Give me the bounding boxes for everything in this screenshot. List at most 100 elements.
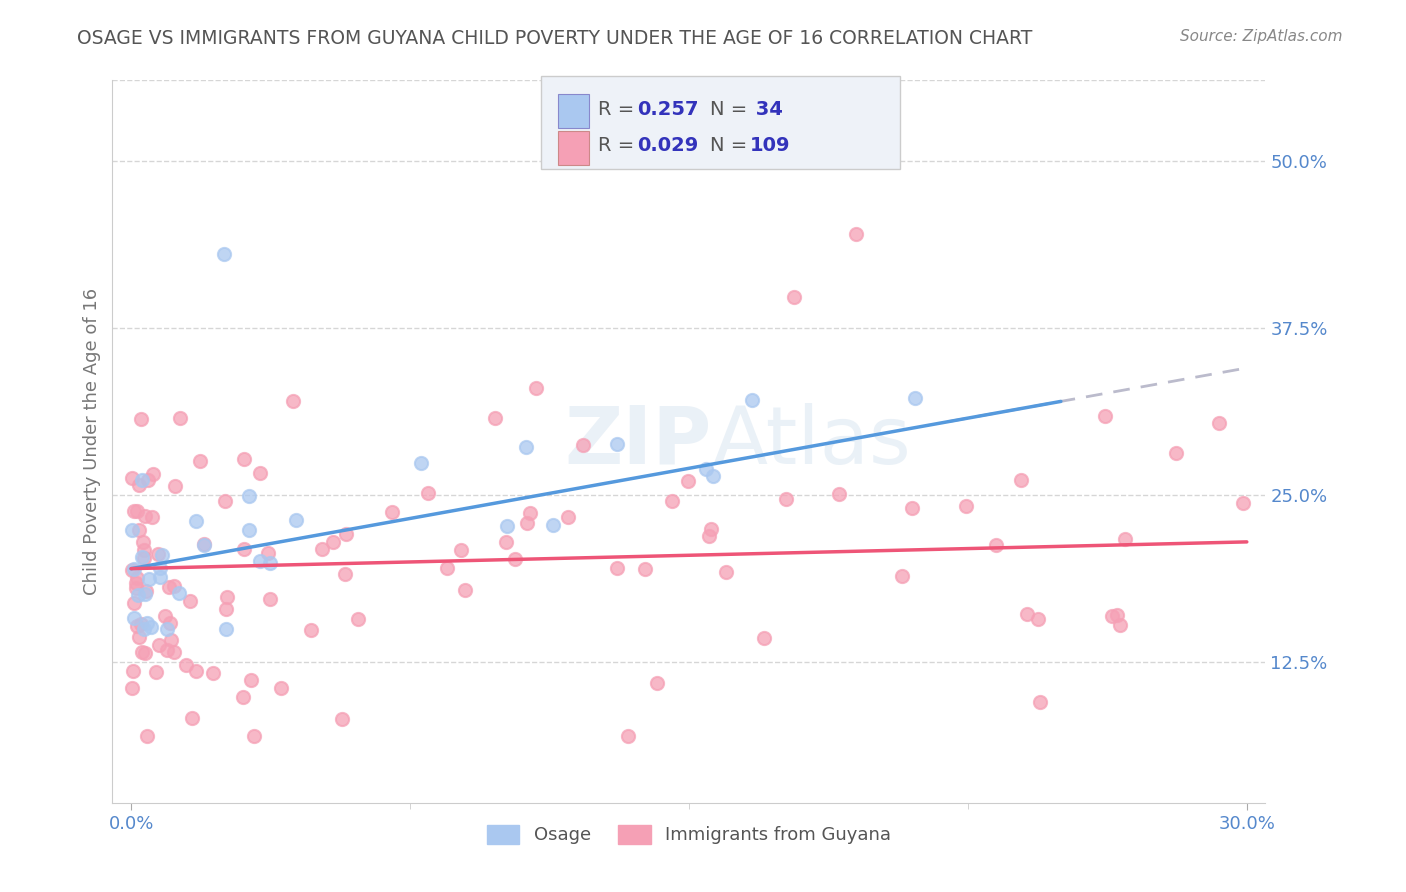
Text: Source: ZipAtlas.com: Source: ZipAtlas.com [1180,29,1343,44]
Point [156,622,179,636]
Point [335,566,357,581]
Point [180,710,202,724]
Point [238,489,260,503]
Point [700,522,723,536]
Point [311,541,333,556]
Point [184,514,207,528]
Point [138,572,160,586]
Point [519,506,541,520]
Text: ZIP: ZIP [565,402,711,481]
Text: 109: 109 [749,136,790,155]
Point [243,729,266,743]
Point [233,452,256,467]
Point [299,624,322,638]
Point [193,538,215,552]
Point [515,440,537,454]
Point [845,227,868,242]
Point [436,561,458,575]
Point [335,527,357,541]
Point [661,494,683,508]
Point [516,516,538,531]
Point [122,610,145,624]
Point [184,664,207,678]
Point [418,486,440,500]
Point [124,503,146,517]
Point [121,681,143,695]
Point [124,576,146,591]
Point [240,673,263,687]
Point [633,562,655,576]
Point [121,523,143,537]
Point [270,681,292,695]
Point [891,569,914,583]
Point [188,454,211,468]
Point [159,615,181,630]
Point [1232,496,1254,510]
Point [148,638,170,652]
Point [454,583,477,598]
Point [128,477,150,491]
Point [1017,607,1039,622]
Point [505,551,527,566]
Point [955,499,977,513]
Point [557,510,579,524]
Point [125,504,148,518]
Point [134,646,156,660]
Point [678,474,700,488]
Point [131,645,153,659]
Point [136,615,159,630]
Point [122,562,145,576]
Point [259,556,281,570]
Point [215,591,238,605]
Point [524,381,547,395]
Point [121,471,143,485]
Point [984,538,1007,552]
Point [139,620,162,634]
Text: Atlas: Atlas [711,402,911,481]
Point [697,529,720,543]
Point [904,391,927,405]
Point [1026,612,1049,626]
Point [484,411,506,425]
Point [409,456,432,470]
Point [157,581,180,595]
Point [347,612,370,626]
Point [214,493,236,508]
Point [259,592,281,607]
Point [1105,607,1128,622]
Text: N =: N = [710,100,754,120]
Point [149,561,172,575]
Point [782,290,804,304]
Point [153,609,176,624]
Point [129,617,152,632]
Text: N =: N = [710,136,754,155]
Point [134,508,156,523]
Point [212,247,235,261]
Point [1010,473,1032,487]
Y-axis label: Child Poverty Under the Age of 16: Child Poverty Under the Age of 16 [83,288,101,595]
Point [901,500,924,515]
Point [285,513,308,527]
Point [330,712,353,726]
Point [616,729,638,743]
Point [249,554,271,568]
Point [134,550,156,565]
Point [142,467,165,481]
Point [381,506,404,520]
Point [122,596,145,610]
Text: OSAGE VS IMMIGRANTS FROM GUYANA CHILD POVERTY UNDER THE AGE OF 16 CORRELATION CH: OSAGE VS IMMIGRANTS FROM GUYANA CHILD PO… [77,29,1032,47]
Point [129,412,152,426]
Point [167,586,190,600]
Point [163,645,186,659]
Point [606,561,628,575]
Point [201,665,224,680]
Text: 34: 34 [749,100,783,120]
Point [496,519,519,533]
Text: 0.029: 0.029 [637,136,699,155]
Point [125,581,148,595]
Point [174,657,197,672]
Point [149,570,172,584]
Point [1164,446,1187,460]
Point [238,523,260,537]
Point [146,547,169,561]
